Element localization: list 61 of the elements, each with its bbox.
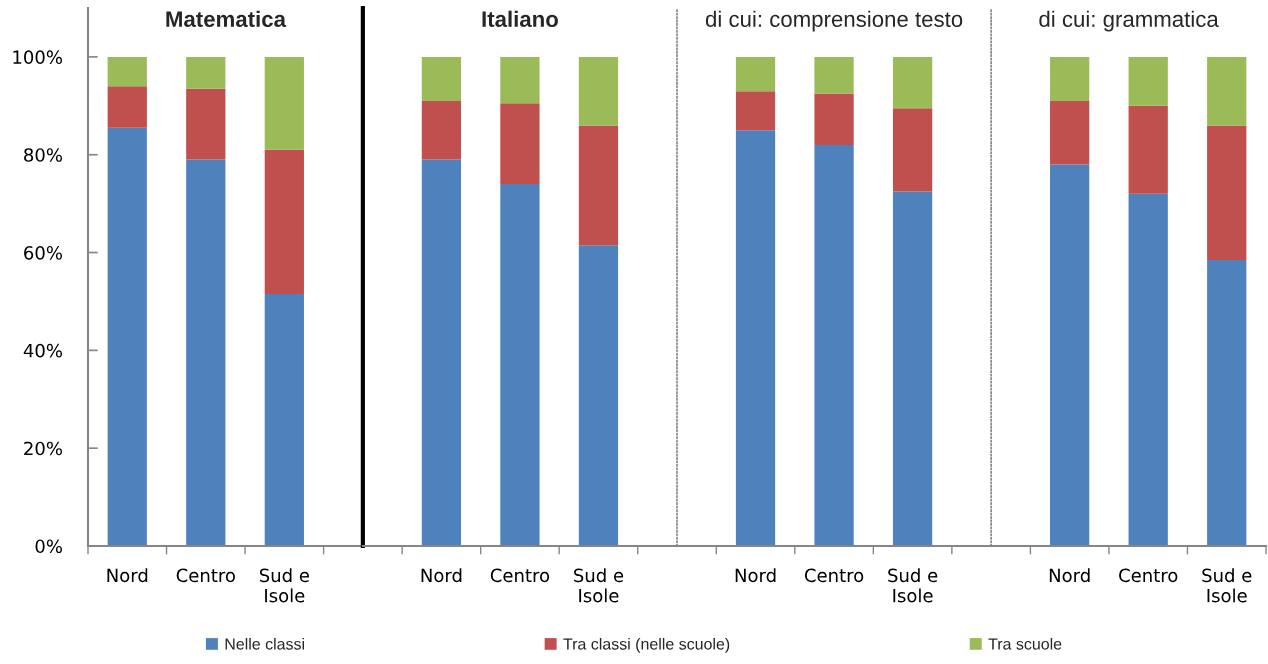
y-tick-label: 60% [24, 246, 62, 260]
bar [186, 88, 226, 160]
bar [421, 100, 462, 160]
chart-title: Italiano [482, 10, 558, 28]
x-tick-label: Centro [804, 568, 864, 583]
bar [421, 159, 462, 546]
bar [107, 86, 147, 128]
bar [735, 56, 776, 92]
bar [1207, 125, 1247, 260]
x-tick-label: Centro [176, 568, 235, 583]
y-tick-label: 100% [13, 50, 62, 65]
bar [1128, 105, 1168, 194]
x-tick-label: Sud e Isole [574, 568, 624, 603]
bar [264, 294, 304, 546]
bar [421, 56, 462, 101]
bar [1050, 164, 1090, 546]
x-tick-label: Nord [1049, 568, 1090, 583]
legend-label: Tra classi (nelle scuole) [563, 637, 730, 653]
y-tick-label: 80% [24, 148, 62, 162]
bar [1128, 56, 1168, 106]
x-tick-label: Nord [735, 568, 776, 583]
x-tick-label: Sud e Isole [1202, 568, 1252, 603]
x-tick-label: Sud e Isole [888, 568, 938, 603]
bar [735, 91, 776, 131]
bar [107, 127, 147, 546]
bar [1050, 56, 1090, 101]
x-tick-label: Centro [1119, 568, 1178, 583]
y-tick-label: 40% [23, 343, 62, 358]
chart-title: Matematica [166, 10, 287, 28]
x-tick-label: Sud e Isole [259, 568, 309, 603]
legend-label: Nelle classi [225, 637, 304, 650]
chart-title: di cui: comprensione testo [705, 10, 963, 32]
bar [500, 103, 540, 185]
bar [186, 159, 226, 546]
bar [186, 56, 226, 89]
bar [892, 56, 933, 109]
bar [500, 56, 540, 104]
bar [892, 108, 933, 192]
bar [264, 56, 304, 150]
x-tick-label: Centro [490, 568, 550, 583]
x-tick-label: Nord [421, 568, 462, 583]
bar [814, 144, 854, 546]
bar [264, 149, 304, 295]
legend-label: Tra scuole [988, 637, 1062, 650]
bar [1128, 193, 1168, 546]
chart-title: di cui: grammatica [1039, 10, 1219, 32]
y-tick-label: 20% [24, 441, 62, 456]
bar [500, 184, 540, 546]
bar [578, 245, 619, 546]
bar [1207, 259, 1247, 546]
bar [735, 130, 776, 546]
bar [107, 56, 147, 87]
x-tick-label: Nord [107, 568, 148, 583]
bar [578, 125, 619, 246]
y-tick-label: 0% [35, 539, 62, 554]
bar [1050, 100, 1090, 165]
bar [814, 93, 854, 145]
bar [578, 56, 619, 126]
bar [814, 56, 854, 94]
bar [892, 191, 933, 546]
bar [1207, 56, 1247, 126]
